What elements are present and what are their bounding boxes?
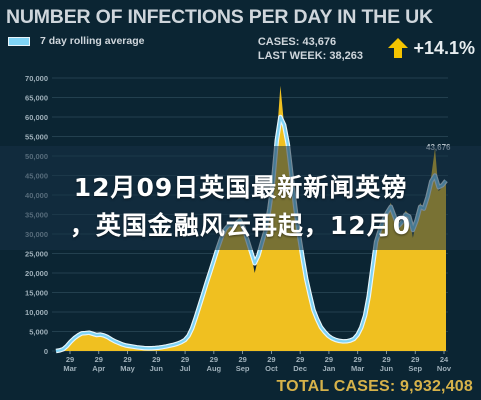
headline-line-2: ，英国金融风云再起，12月0 xyxy=(69,211,412,240)
change-percent: +14.1% xyxy=(413,37,475,58)
x-tick-month: Jul xyxy=(180,364,191,373)
x-axis-ticks: 29Mar29Apr29May29Jun29Jul29Aug29Sep29Oct… xyxy=(63,351,452,373)
x-tick-day: 29 xyxy=(210,355,218,364)
x-tick-day: 29 xyxy=(95,355,103,364)
y-tick-label: 25,000 xyxy=(25,250,48,259)
total-cases: TOTAL CASES: 9,932,408 xyxy=(277,378,474,396)
daily-cases-area xyxy=(56,85,446,352)
x-tick-month: Apr xyxy=(92,364,105,373)
x-tick-month: Jun xyxy=(150,364,164,373)
legend-label: 7 day rolling average xyxy=(40,35,145,47)
y-tick-label: 65,000 xyxy=(25,94,48,103)
x-tick-day: 29 xyxy=(382,355,390,364)
total-cases-label: TOTAL CASES: xyxy=(276,378,396,395)
y-tick-label: 15,000 xyxy=(25,289,48,298)
headline-banner xyxy=(0,146,481,250)
x-tick-month: Sep xyxy=(236,364,250,373)
x-tick-day: 29 xyxy=(66,355,74,364)
y-tick-label: 20,000 xyxy=(25,269,48,278)
y-tick-label: 5,000 xyxy=(29,328,48,337)
y-tick-label: 60,000 xyxy=(25,113,48,122)
y-tick-label: 10,000 xyxy=(25,308,48,317)
total-cases-value: 9,932,408 xyxy=(400,378,473,395)
x-tick-day: 29 xyxy=(267,355,275,364)
x-tick-day: 29 xyxy=(325,355,333,364)
x-tick-month: Aug xyxy=(207,364,222,373)
change-indicator: +14.1% xyxy=(387,37,475,59)
cases-stat: CASES: 43,676 xyxy=(257,36,337,48)
legend-swatch xyxy=(8,36,30,46)
x-tick-month: May xyxy=(120,364,135,373)
x-tick-month: Oct xyxy=(265,364,278,373)
last-week-stat: LAST WEEK: 38,263 xyxy=(257,50,363,62)
x-tick-month: Jan xyxy=(322,364,335,373)
x-tick-day: 29 xyxy=(181,355,189,364)
headline-line-1: 12月09日英国最新新闻英镑 xyxy=(73,173,408,202)
x-tick-day: 29 xyxy=(411,355,419,364)
y-tick-label: 55,000 xyxy=(25,133,48,142)
stats-block: CASES: 43,676 LAST WEEK: 38,263 xyxy=(258,35,363,63)
x-tick-day: 29 xyxy=(238,355,246,364)
x-tick-day: 29 xyxy=(123,355,131,364)
x-tick-month: Jun xyxy=(380,364,394,373)
y-tick-label: 0 xyxy=(44,347,48,356)
x-tick-day: 29 xyxy=(152,355,160,364)
x-tick-month: Nov xyxy=(437,364,452,373)
x-tick-day: 29 xyxy=(354,355,362,364)
legend: 7 day rolling average xyxy=(8,35,144,47)
x-tick-month: Mar xyxy=(351,364,364,373)
arrow-up-icon xyxy=(388,38,409,58)
x-tick-day: 29 xyxy=(296,355,304,364)
x-tick-month: Sep xyxy=(408,364,422,373)
chart-title: NUMBER OF INFECTIONS PER DAY IN THE UK xyxy=(6,6,433,28)
x-tick-month: Mar xyxy=(63,364,76,373)
y-tick-label: 70,000 xyxy=(25,74,48,83)
x-tick-day: 24 xyxy=(440,355,449,364)
x-tick-month: Dec xyxy=(293,364,307,373)
